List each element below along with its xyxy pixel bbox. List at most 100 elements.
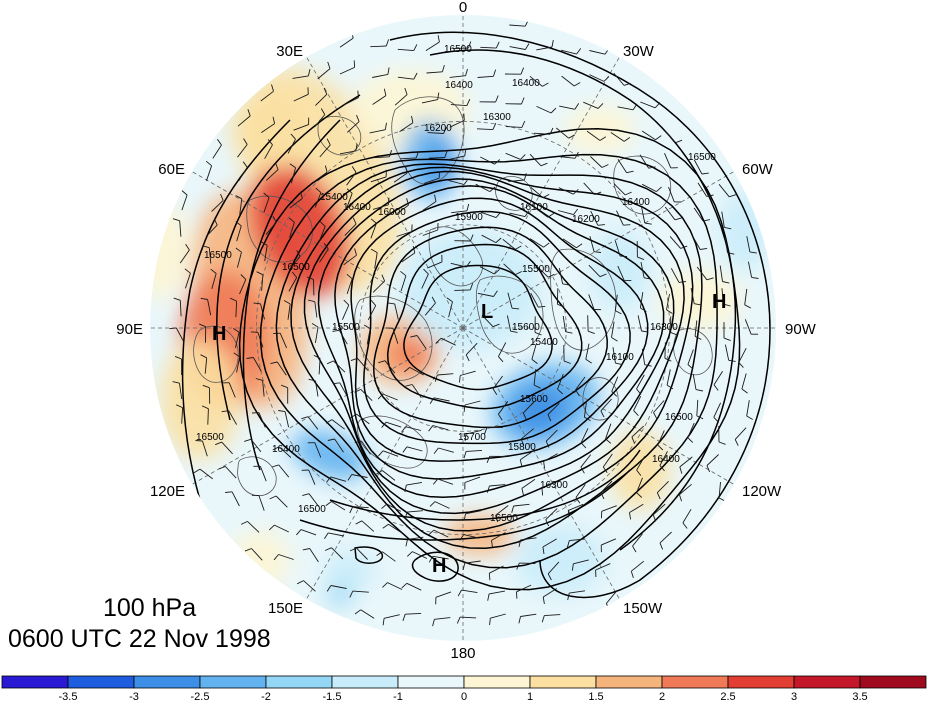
wind-barb [207,408,209,425]
coastline [582,377,619,421]
colorbar-box [661,675,729,689]
wind-barb-flag [571,563,574,571]
wind-barb-flag [541,615,545,623]
wind-barb-flag [281,384,288,389]
wind-barb [212,144,222,159]
wind-barb-flag [323,243,329,250]
meridian-line [462,327,735,485]
wind-barb [580,454,592,468]
wind-barb-flag [215,441,222,446]
wind-barb-flag [469,283,474,291]
high-center-pacific: H [432,555,446,577]
lon-label-90w: 90W [785,321,817,338]
height-contour [386,243,583,410]
wind-barb-flag [521,120,526,128]
wind-barb [369,129,386,134]
wind-barb-flag [534,331,542,336]
wind-barb-flag [524,210,530,217]
wind-barb-flag [296,529,302,536]
wind-barb-flag [327,61,331,69]
wind-barb [481,234,497,243]
lon-label-30w: 30W [623,43,655,60]
wind-barb [746,236,751,252]
wind-barb [258,412,266,428]
wind-barb-flag [176,404,183,409]
wind-barb [502,238,516,250]
wind-barb [491,532,506,541]
wind-barb-flag [551,40,554,48]
lon-label-180: 180 [450,645,475,662]
wind-barb [314,442,322,458]
wind-barb [463,534,480,539]
wind-barb [394,94,408,106]
height-contour [299,469,631,541]
wind-barb-flag [611,391,618,397]
wind-barb [421,273,429,289]
wind-barb [426,71,443,74]
height-contour [181,119,291,501]
wind-barb-flag [432,619,435,627]
wind-barb-flag [288,217,295,223]
meridian-line [306,56,464,329]
wind-barb [205,224,218,237]
wind-barb-flag [385,39,390,47]
wind-barb-flag [195,440,203,442]
wind-barb [300,529,317,536]
wind-barb [534,207,549,218]
wind-barb-flag [636,388,642,395]
wind-barb-flag [601,164,609,168]
wind-barb [580,428,589,443]
wind-barb-flag [302,548,310,551]
wind-barb-flag [724,226,732,230]
meridian-line [191,327,464,485]
wind-barb-flag [563,360,571,364]
wind-barb-flag [289,163,296,169]
wind-barb-flag [495,211,501,218]
wind-barb-flag [270,361,278,365]
wind-barb-flag [349,506,354,514]
wind-barb [339,382,348,398]
wind-barb [508,179,525,182]
wind-barb [639,154,650,169]
wind-barb-flag [213,218,218,226]
wind-barb-flag [201,405,209,410]
wind-barb [339,150,356,155]
coastline [356,415,428,469]
wind-barb-flag [273,554,279,561]
wind-barb [547,402,560,415]
wind-barb [401,252,416,263]
wind-barb [370,176,387,183]
anomaly-patch [720,190,770,270]
wind-barb [557,210,574,216]
wind-barb [636,456,646,471]
wind-barb [724,236,728,253]
wind-barb-flag [637,256,645,261]
wind-barb [601,538,617,546]
wind-barb [719,265,723,282]
wind-barb [352,506,369,509]
wind-barb-flag [332,329,340,332]
wind-barb-flag [597,224,605,226]
wind-barb [464,476,481,483]
wind-barb [289,222,295,238]
wind-barb-flag [413,72,418,80]
wind-barb [400,275,407,292]
wind-barb-flag [659,465,665,472]
wind-barb-flag [519,459,523,467]
wind-barb [346,278,353,295]
wind-barb [611,321,615,338]
contour-label: 16500 [196,432,224,443]
wind-barb-flag [240,520,248,525]
wind-barb-flag [678,494,683,502]
wind-barb-flag [674,217,682,221]
wind-barb-flag [652,514,657,522]
wind-barb [238,167,248,182]
wind-barb [262,380,265,397]
wind-barb-flag [679,466,683,474]
wind-barb-flag [469,234,474,242]
wind-barb [400,157,417,160]
colorbar-label: 2 [659,691,665,702]
wind-barb-flag [267,139,273,146]
wind-barb [259,466,267,482]
wind-barb [264,144,273,159]
